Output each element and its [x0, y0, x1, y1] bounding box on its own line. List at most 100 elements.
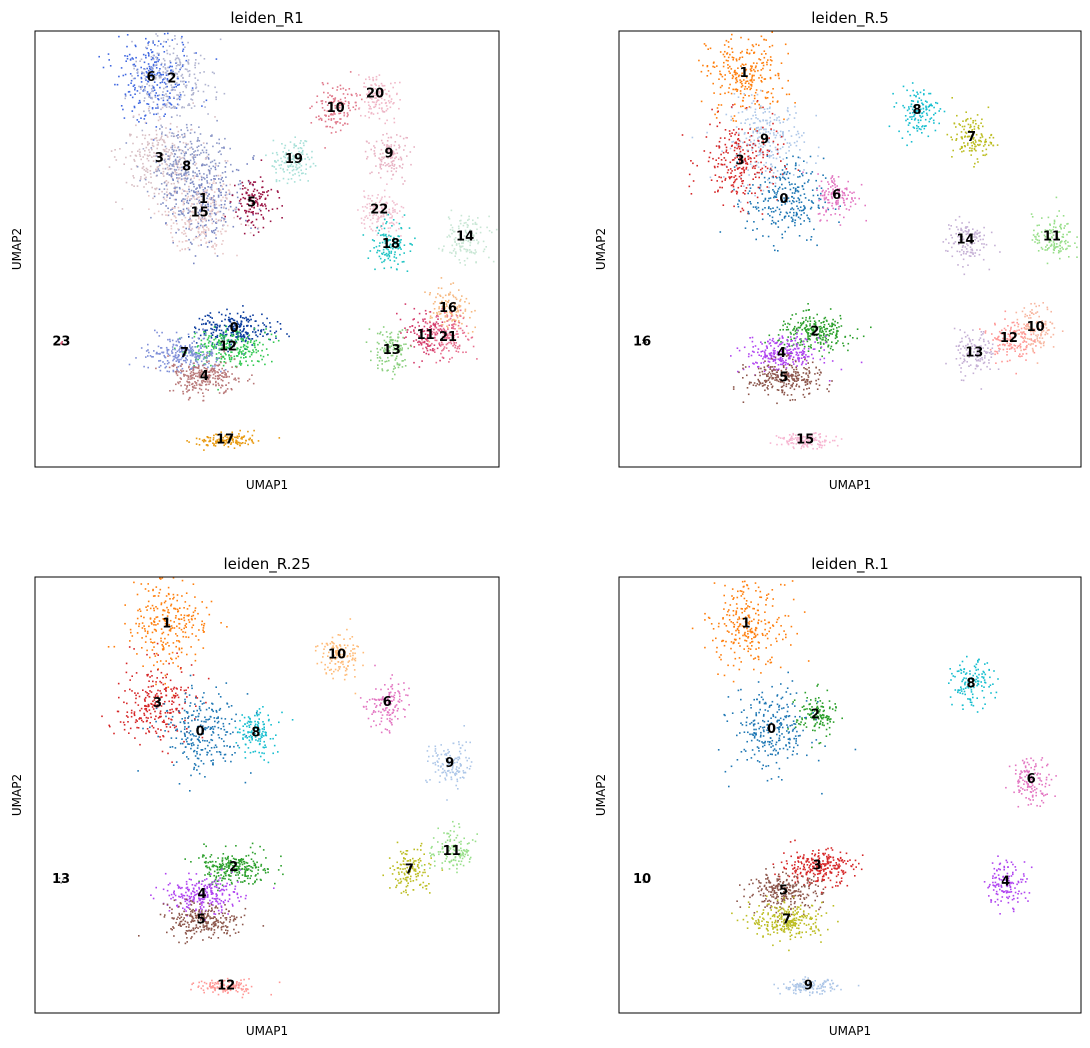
cluster-11-points — [1030, 196, 1078, 265]
cluster-4-points — [150, 868, 275, 921]
cluster-16-points — [642, 339, 647, 344]
cluster-11-points — [421, 820, 478, 874]
cluster-label-18: 18 — [382, 237, 400, 252]
cluster-10-points — [309, 71, 363, 149]
cluster-label-9: 9 — [804, 979, 813, 994]
cluster-label-17: 17 — [216, 433, 234, 448]
cluster-12-points — [190, 977, 281, 999]
y-axis-label: UMAP2 — [594, 774, 608, 816]
cluster-label-16: 16 — [633, 334, 651, 349]
cluster-13-points — [945, 327, 1000, 390]
cluster-9-points — [425, 725, 473, 801]
cluster-label-11: 11 — [417, 328, 435, 343]
cluster-13-points — [365, 326, 412, 380]
cluster-label-9: 9 — [384, 147, 393, 162]
cluster-18-points — [362, 212, 416, 272]
cluster-13-points — [58, 877, 65, 884]
cluster-6-points — [802, 171, 867, 226]
cluster-label-7: 7 — [405, 863, 414, 878]
cluster-label-12: 12 — [217, 979, 235, 994]
cluster-label-2: 2 — [811, 707, 820, 722]
cluster-label-13: 13 — [965, 345, 983, 360]
cluster-label-2: 2 — [810, 324, 819, 339]
cluster-label-9: 9 — [760, 133, 769, 148]
cluster-11-points — [396, 303, 456, 368]
cluster-label-12: 12 — [1000, 331, 1018, 346]
cluster-label-4: 4 — [1001, 875, 1010, 890]
y-axis-label: UMAP2 — [10, 228, 24, 270]
cluster-7-points — [731, 895, 839, 952]
cluster-10-points — [641, 879, 646, 884]
cluster-label-5: 5 — [779, 371, 788, 386]
cluster-label-23: 23 — [52, 334, 70, 349]
cluster-3-points — [681, 100, 800, 215]
cluster-label-5: 5 — [247, 195, 256, 210]
cluster-label-7: 7 — [782, 913, 791, 928]
plot-frame — [34, 30, 500, 468]
cluster-label-6: 6 — [832, 188, 841, 203]
cluster-6-points — [359, 664, 410, 734]
cluster-label-7: 7 — [967, 130, 976, 145]
cluster-22-points — [357, 178, 405, 238]
cluster-label-1: 1 — [741, 617, 750, 632]
cluster-6-points — [98, 32, 218, 141]
panel-title: leiden_R.1 — [811, 555, 889, 574]
cluster-2-points — [124, 33, 226, 150]
cluster-label-16: 16 — [439, 301, 457, 316]
cluster-9-points — [364, 111, 415, 185]
cluster-6-points — [1005, 757, 1057, 808]
cluster-10-points — [314, 618, 365, 695]
cluster-label-4: 4 — [777, 346, 786, 361]
x-axis-label: UMAP1 — [246, 1024, 288, 1038]
cluster-label-14: 14 — [456, 230, 474, 245]
y-axis-label: UMAP2 — [594, 228, 608, 270]
cluster-5-points — [732, 354, 833, 405]
panel-title: leiden_R1 — [230, 9, 303, 28]
cluster-label-1: 1 — [162, 617, 171, 632]
cluster-4-points — [983, 855, 1033, 915]
cluster-8-points — [948, 655, 999, 713]
cluster-12-points — [979, 310, 1037, 375]
cluster-14-points — [438, 209, 498, 266]
cluster-label-4: 4 — [200, 369, 209, 384]
x-axis-label: UMAP1 — [829, 1024, 871, 1038]
cluster-label-6: 6 — [383, 695, 392, 710]
plot-frame — [618, 576, 1082, 1014]
cluster-17-points — [186, 429, 281, 451]
x-axis-label: UMAP1 — [829, 478, 871, 492]
cluster-label-3: 3 — [155, 151, 164, 166]
x-axis-label: UMAP1 — [246, 478, 288, 492]
cluster-7-points — [946, 97, 999, 168]
cluster-label-13: 13 — [383, 343, 401, 358]
cluster-3-points — [101, 642, 210, 763]
cluster-label-3: 3 — [813, 859, 822, 874]
plot-frame — [618, 30, 1082, 468]
cluster-label-4: 4 — [197, 887, 206, 902]
cluster-label-8: 8 — [966, 676, 975, 691]
y-axis-label: UMAP2 — [10, 774, 24, 816]
cluster-0-points — [717, 671, 857, 795]
cluster-19-points — [265, 136, 317, 185]
cluster-15-points — [148, 158, 260, 257]
cluster-label-5: 5 — [779, 883, 788, 898]
cluster-5-points — [224, 159, 283, 237]
cluster-4-points — [730, 329, 863, 382]
cluster-label-7: 7 — [180, 346, 189, 361]
cluster-12-points — [174, 325, 280, 391]
cluster-label-10: 10 — [328, 648, 346, 663]
cluster-label-10: 10 — [633, 872, 651, 887]
cluster-20-points — [343, 74, 401, 125]
cluster-label-3: 3 — [735, 153, 744, 168]
cluster-label-10: 10 — [327, 101, 345, 116]
cluster-label-1: 1 — [740, 66, 749, 81]
cluster-14-points — [942, 215, 1001, 276]
cluster-label-8: 8 — [251, 726, 260, 741]
cluster-1-points — [691, 580, 810, 683]
panel-title: leiden_R.5 — [811, 9, 889, 28]
cluster-label-15: 15 — [796, 433, 814, 448]
cluster-label-5: 5 — [197, 913, 206, 928]
cluster-label-11: 11 — [1043, 230, 1061, 245]
